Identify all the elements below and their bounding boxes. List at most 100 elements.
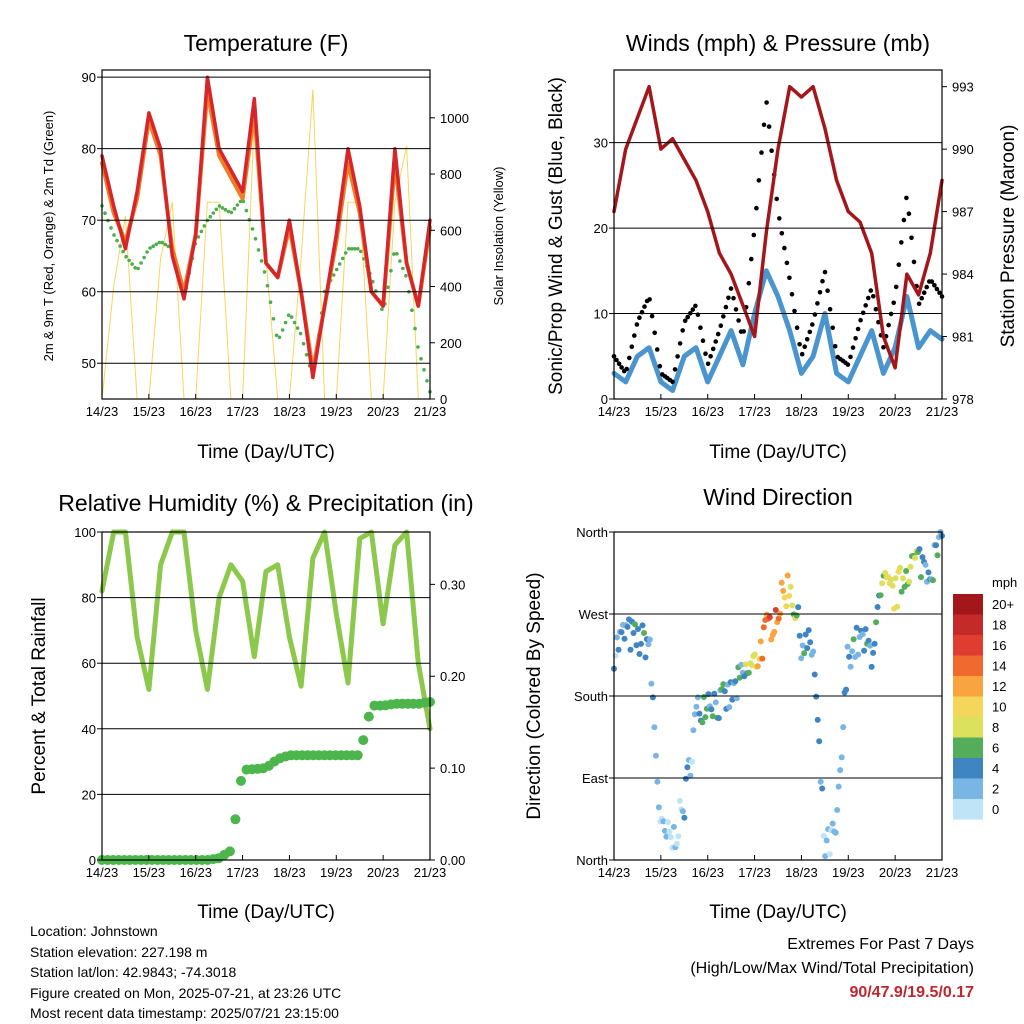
direction-point (732, 678, 739, 685)
gust-point (654, 347, 660, 352)
gust-point (820, 278, 825, 284)
direction-point (786, 592, 793, 599)
td-point (163, 242, 167, 247)
rh-line (99, 529, 433, 732)
y-tick-label: 100 (74, 525, 96, 540)
direction-point (843, 686, 850, 693)
gust-point (916, 301, 922, 307)
humidity-precip-series (97, 529, 435, 865)
gust-point (924, 284, 929, 290)
gust-point (700, 338, 706, 344)
y-tick-label: 20 (594, 221, 608, 236)
y-tick-label: East (582, 771, 608, 786)
gust-point (901, 217, 907, 223)
colorbar-label: 18 (992, 618, 1006, 633)
td-point (425, 379, 429, 383)
direction-point (861, 647, 868, 654)
gust-point (672, 367, 678, 372)
gust-point (736, 318, 741, 323)
td-point (253, 237, 258, 241)
precip-point (352, 750, 363, 761)
gust-point (766, 124, 772, 129)
temperature-ticks: 14/23 15/23 16/23 17/23 18/23 19/23 20/23 21/23… (82, 70, 469, 419)
gust-point (657, 363, 663, 369)
direction-point (759, 655, 766, 662)
direction-point (711, 690, 718, 697)
td-point (292, 320, 297, 325)
gust-point (873, 306, 879, 312)
direction-point (633, 642, 640, 649)
gust-point (787, 275, 792, 281)
station-latlon: Station lat/lon: 42.9843; -74.3018 (30, 964, 237, 981)
precip-point (230, 814, 241, 825)
direction-point (721, 688, 728, 695)
direction-point (922, 561, 929, 568)
td-point (217, 204, 222, 208)
winds-y-label: Sonic/Prop Wind & Gust (Blue, Black) (546, 77, 567, 395)
y2-tick-label: 600 (440, 223, 462, 238)
td-point (157, 240, 161, 245)
colorbar-swatch (953, 717, 983, 738)
gust-point (921, 290, 927, 296)
y2-tick-label: 0.10 (440, 761, 465, 776)
td-point (139, 261, 143, 265)
y2-tick-label: 800 (440, 167, 462, 182)
direction-point (621, 635, 628, 642)
gust-point (619, 365, 624, 370)
direction-point (898, 588, 905, 595)
td-point (401, 266, 405, 271)
direction-point (780, 587, 787, 594)
direction-point (781, 594, 788, 601)
td-point (115, 238, 119, 243)
y-tick-label: 80 (82, 591, 96, 606)
gust-point (899, 240, 904, 245)
y-tick-label: 20 (82, 787, 96, 802)
direction-point (795, 604, 802, 611)
y-tick-label: West (579, 607, 609, 622)
gust-point (810, 322, 815, 327)
td-point (151, 244, 155, 248)
direction-point (729, 696, 736, 703)
y-tick-label: 40 (82, 722, 96, 737)
gust-point (754, 205, 759, 211)
colorbar-label: 16 (992, 638, 1006, 653)
gust-point (693, 303, 698, 309)
y-tick-label: North (576, 525, 608, 540)
td-point (359, 249, 363, 254)
td-point (145, 250, 149, 254)
latest-timestamp: Most recent data timestamp: 2025/07/21 2… (30, 1005, 339, 1022)
direction-point (745, 669, 752, 676)
direction-point (903, 568, 910, 574)
y-tick-label: 60 (82, 285, 96, 300)
humidity-x-label: Time (Day/UTC) (197, 902, 335, 923)
x-tick-label: 19/23 (320, 404, 353, 419)
y-tick-label: 70 (82, 213, 96, 228)
td-point (295, 326, 300, 330)
x-tick-label: 14/23 (86, 404, 119, 419)
x-tick-label: 20/23 (879, 865, 912, 880)
direction-point (699, 719, 706, 726)
direction-point (635, 626, 641, 632)
td-point (289, 315, 294, 319)
x-tick-label: 16/23 (691, 404, 724, 419)
gust-point (649, 313, 655, 319)
gust-point (728, 286, 734, 291)
td-point (404, 274, 408, 278)
gust-point (797, 342, 802, 347)
precip-point (224, 846, 235, 857)
gust-point (718, 323, 724, 329)
direction-point (688, 758, 695, 765)
direction-point (820, 832, 827, 839)
y2-tick-label: 0.30 (440, 577, 465, 592)
y-tick-label: 30 (594, 136, 608, 151)
colorbar-label: 0 (992, 802, 999, 817)
direction-point (859, 631, 866, 638)
gust-point (721, 314, 726, 319)
x-tick-label: 19/23 (320, 865, 353, 880)
y2-tick-label: 990 (952, 142, 974, 157)
gust-point (690, 307, 696, 312)
colorbar-label: 8 (992, 720, 999, 735)
direction-point (900, 575, 907, 582)
direction-point (652, 752, 659, 759)
